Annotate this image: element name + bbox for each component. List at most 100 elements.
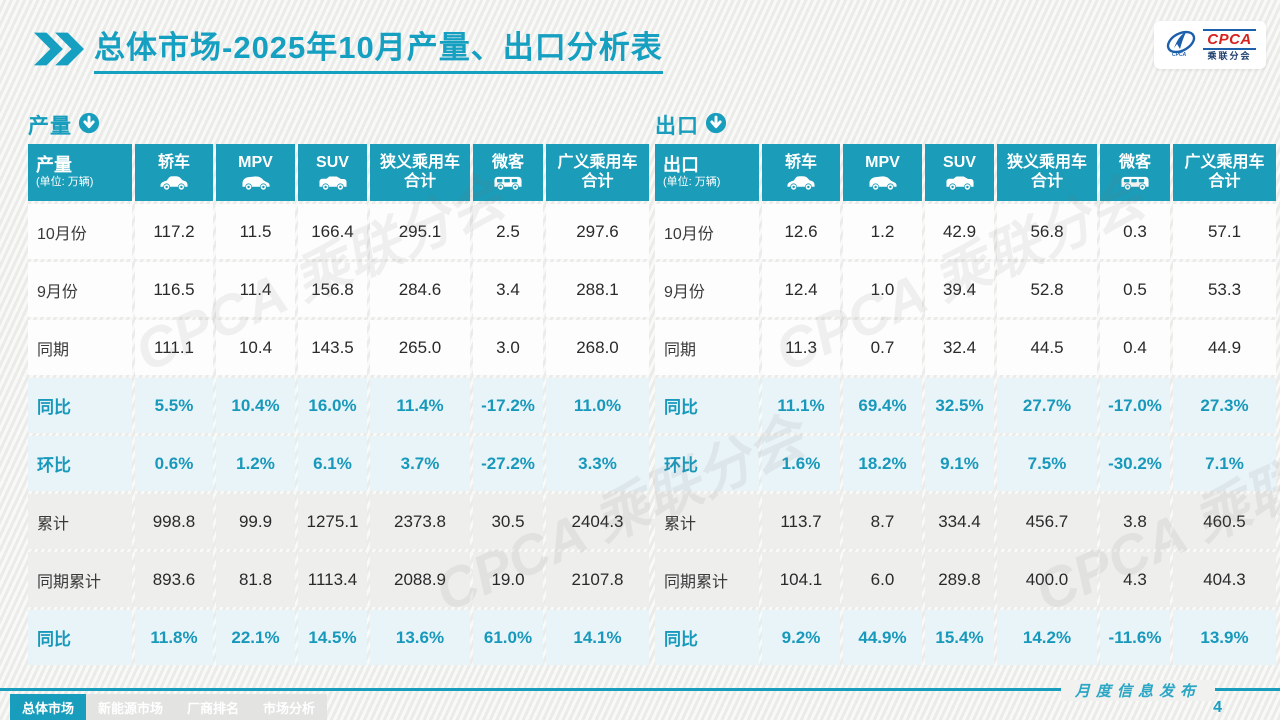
cell-value: 30.5 — [473, 494, 543, 549]
sedan-icon — [785, 175, 817, 191]
column-header: MPV — [216, 144, 295, 201]
table-row: 同比 9.2% 44.9% 15.4% 14.2% -11.6% 13.9% — [655, 610, 1276, 665]
cell-value: 61.0% — [473, 610, 543, 665]
cell-value: 113.7 — [762, 494, 840, 549]
cell-value: 265.0 — [370, 320, 470, 375]
column-header: 广义乘用车 合计 — [1173, 144, 1276, 201]
cell-value: 9.1% — [925, 436, 994, 491]
table-row: 累计 998.8 99.9 1275.1 2373.8 30.5 2404.3 — [28, 494, 649, 549]
table-row: 同比 11.8% 22.1% 14.5% 13.6% 61.0% 14.1% — [28, 610, 649, 665]
row-label: 10月份 — [28, 204, 132, 259]
column-header-label: SUV — [943, 154, 976, 172]
cell-value: 7.1% — [1173, 436, 1276, 491]
table-row: 同期累计 893.6 81.8 1113.4 2088.9 19.0 2107.8 — [28, 552, 649, 607]
cell-value: 117.2 — [135, 204, 213, 259]
cell-value: 334.4 — [925, 494, 994, 549]
logo-cpca-text: CPCA — [1203, 29, 1256, 50]
cell-value: 44.9 — [1173, 320, 1276, 375]
cell-value: 104.1 — [762, 552, 840, 607]
column-header-label: 轿车 — [157, 154, 190, 172]
cell-value: 2.5 — [473, 204, 543, 259]
cell-value: 400.0 — [997, 552, 1097, 607]
row-label: 同期累计 — [28, 552, 132, 607]
cell-value: 0.6% — [135, 436, 213, 491]
cell-value: 5.5% — [135, 378, 213, 433]
tab-oem-ranking[interactable]: 厂商排名 — [175, 694, 252, 720]
cell-value: 1113.4 — [298, 552, 367, 607]
suv-icon — [944, 175, 976, 191]
double-chevron-icon — [34, 32, 84, 71]
cell-value: 11.0% — [546, 378, 649, 433]
cell-value: 3.3% — [546, 436, 649, 491]
cell-value: 6.1% — [298, 436, 367, 491]
row-label: 同期累计 — [655, 552, 759, 607]
row-label: 环比 — [28, 436, 132, 491]
cell-value: 456.7 — [997, 494, 1097, 549]
cell-value: 11.8% — [135, 610, 213, 665]
cell-value: 9.2% — [762, 610, 840, 665]
row-label: 同期 — [28, 320, 132, 375]
tab-nev-market[interactable]: 新能源市场 — [86, 694, 176, 720]
sedan-icon — [158, 175, 190, 191]
cell-value: 13.6% — [370, 610, 470, 665]
cell-value: 2107.8 — [546, 552, 649, 607]
cell-value: 268.0 — [546, 320, 649, 375]
cell-value: 2373.8 — [370, 494, 470, 549]
table-row: 同期 111.1 10.4 143.5 265.0 3.0 268.0 — [28, 320, 649, 375]
column-header-label: 微客 — [1118, 154, 1151, 172]
cell-value: 27.7% — [997, 378, 1097, 433]
production-section: 产量 产量 (单位: 万辆) 轿车 MPV SUV 狭义乘用车 合计 微客 广义乘用车 合… — [28, 110, 649, 668]
row-label: 9月份 — [28, 262, 132, 317]
cell-value: 3.8 — [1100, 494, 1170, 549]
cell-value: 99.9 — [216, 494, 295, 549]
cell-value: 81.8 — [216, 552, 295, 607]
cell-value: 0.4 — [1100, 320, 1170, 375]
cell-value: 53.3 — [1173, 262, 1276, 317]
cell-value: 4.3 — [1100, 552, 1170, 607]
cell-value: 295.1 — [370, 204, 470, 259]
row-label: 同比 — [655, 378, 759, 433]
page-title: 总体市场-2025年10月产量、出口分析表 — [94, 30, 663, 74]
cell-value: 8.7 — [843, 494, 922, 549]
column-header: 轿车 — [762, 144, 840, 201]
row-label: 10月份 — [655, 204, 759, 259]
column-header: SUV — [298, 144, 367, 201]
cell-value: 998.8 — [135, 494, 213, 549]
cell-value: 1.6% — [762, 436, 840, 491]
column-header: 微客 — [473, 144, 543, 201]
column-header-label: 微客 — [491, 154, 524, 172]
logo-subtitle: 乘联分会 — [1207, 51, 1252, 61]
table-row: 10月份 117.2 11.5 166.4 295.1 2.5 297.6 — [28, 204, 649, 259]
production-section-header: 产量 — [28, 110, 649, 140]
column-header-label: SUV — [316, 154, 349, 172]
cell-value: 19.0 — [473, 552, 543, 607]
table-row: 同比 5.5% 10.4% 16.0% 11.4% -17.2% 11.0% — [28, 378, 649, 433]
table-row: 环比 0.6% 1.2% 6.1% 3.7% -27.2% 3.3% — [28, 436, 649, 491]
footer-divider-line — [0, 688, 1280, 691]
cell-value: 3.4 — [473, 262, 543, 317]
mpv-icon — [240, 175, 272, 191]
tab-overall-market[interactable]: 总体市场 — [10, 694, 87, 720]
production-table-body: 10月份 117.2 11.5 166.4 295.1 2.5 297.6 9月份 116.5 1… — [28, 204, 649, 665]
column-header: 狭义乘用车 合计 — [997, 144, 1097, 201]
row-label: 环比 — [655, 436, 759, 491]
cell-value: 1275.1 — [298, 494, 367, 549]
production-table-header: 产量 (单位: 万辆) 轿车 MPV SUV 狭义乘用车 合计 微客 广义乘用车 合计 — [28, 144, 649, 201]
row-label: 累计 — [655, 494, 759, 549]
row-label: 同期 — [655, 320, 759, 375]
column-header-label: 广义乘用车 合计 — [557, 154, 638, 190]
page-title-prefix: 总体市场 — [94, 30, 222, 65]
cpca-logo: CPCA CPCA 乘联分会 — [1154, 21, 1266, 69]
page-title-rest: -2025年10月产量、出口分析表 — [222, 30, 663, 65]
export-section: 出口 出口 (单位: 万辆) 轿车 MPV SUV 狭义乘用车 合计 微客 广义乘用车 合… — [655, 110, 1276, 668]
cell-value: 404.3 — [1173, 552, 1276, 607]
column-header-label: 狭义乘用车 合计 — [1006, 154, 1087, 190]
cell-value: 3.0 — [473, 320, 543, 375]
cell-value: 284.6 — [370, 262, 470, 317]
table-row: 同期累计 104.1 6.0 289.8 400.0 4.3 404.3 — [655, 552, 1276, 607]
cell-value: 11.5 — [216, 204, 295, 259]
tab-market-analysis[interactable]: 市场分析 — [251, 694, 328, 720]
cell-value: 3.7% — [370, 436, 470, 491]
table-row: 10月份 12.6 1.2 42.9 56.8 0.3 57.1 — [655, 204, 1276, 259]
cell-value: -30.2% — [1100, 436, 1170, 491]
